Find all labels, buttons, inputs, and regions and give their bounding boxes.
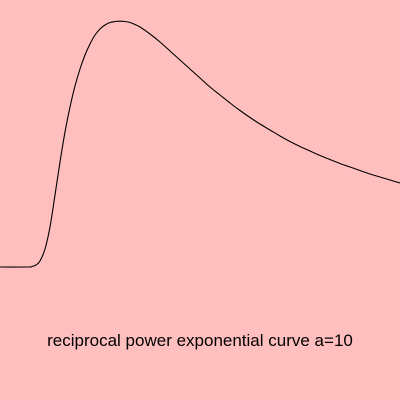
chart-caption: reciprocal power exponential curve a=10 <box>47 331 353 350</box>
series-line <box>0 20 400 268</box>
